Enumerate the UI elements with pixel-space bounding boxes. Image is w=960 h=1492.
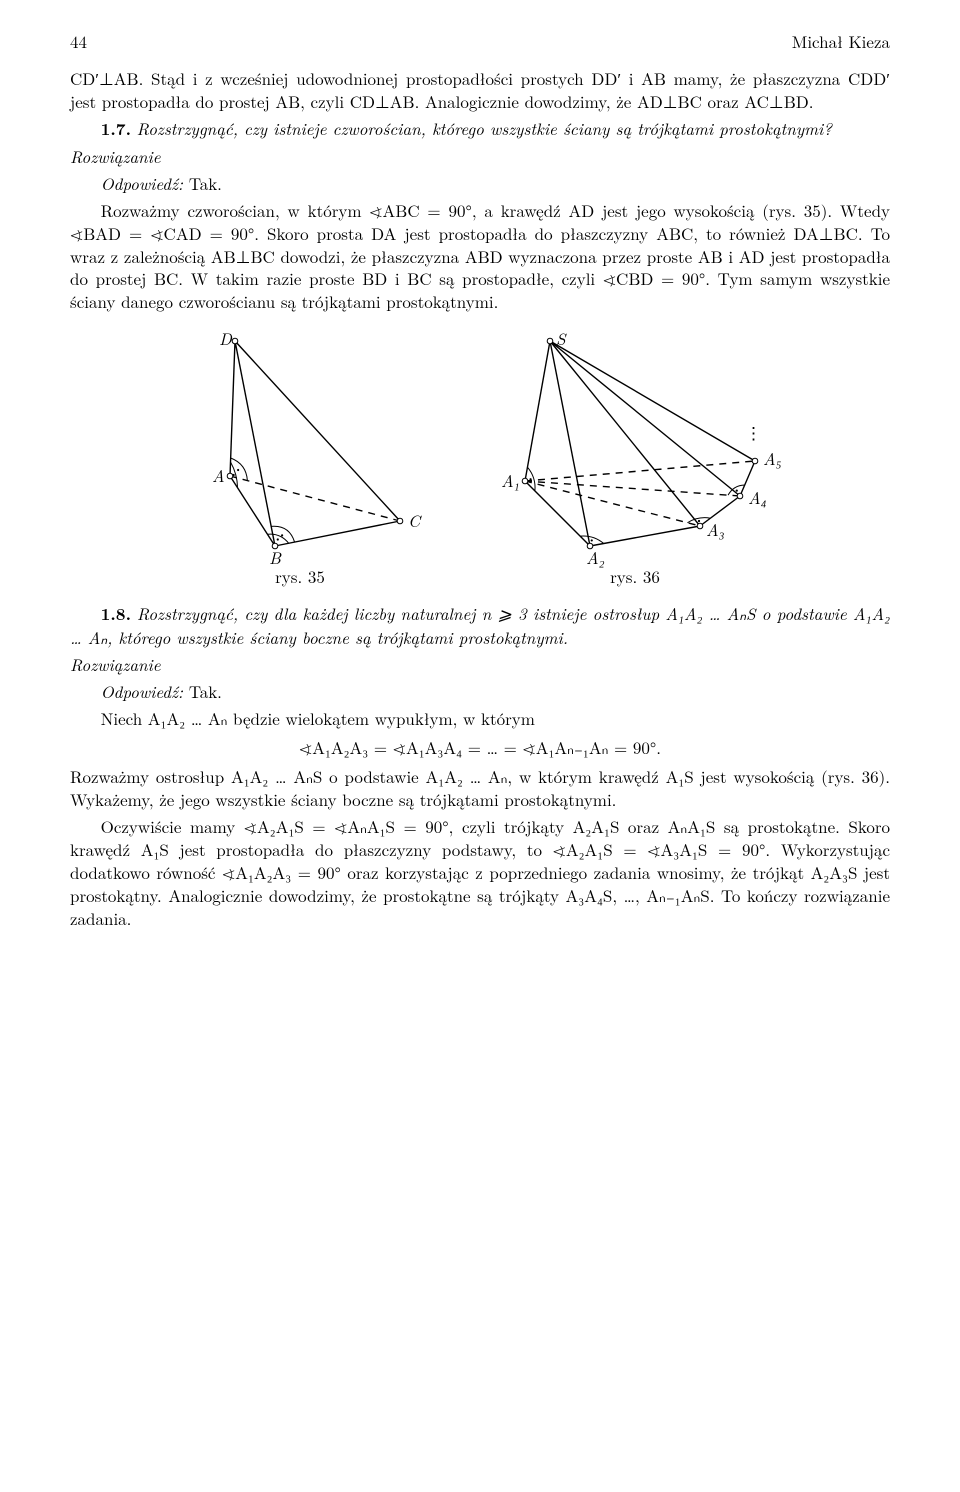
problem-18-text: Rozstrzygnąć, czy dla każdej liczby natu…	[70, 601, 890, 649]
problem-17-text: Rozstrzygnąć, czy istnieje czworościan, …	[137, 116, 832, 140]
figure-36-caption: rys. 36	[610, 565, 660, 588]
paragraph-intro: CD′⊥AB. Stąd i z wcześniej udowodnionej …	[70, 67, 890, 113]
figure-36: SA₁A₂A₃A₄A₅⋮	[485, 331, 785, 561]
answer-text-1: Tak.	[189, 171, 222, 195]
figure-35-caption: rys. 35	[275, 565, 325, 588]
svg-text:A₃: A₃	[706, 517, 725, 541]
figure-35: DABC	[175, 331, 425, 561]
svg-text:S: S	[556, 326, 567, 350]
svg-text:A₄: A₄	[748, 485, 767, 509]
page-number: 44	[70, 30, 87, 53]
svg-text:A₅: A₅	[763, 446, 782, 470]
paragraph-sol17: Rozważmy czworościan, w którym ∢ABC = 90…	[70, 199, 890, 314]
answer-text-2: Tak.	[189, 679, 222, 703]
solution-label-2: Rozwiązanie	[70, 653, 890, 676]
svg-text:C: C	[408, 508, 422, 532]
paragraph-p3: Niech A₁A₂ … Aₙ będzie wielokątem wypukł…	[70, 707, 890, 730]
answer-label-1: Odpowiedź:	[101, 171, 184, 195]
svg-text:D: D	[219, 326, 233, 350]
equation-1: ∢A₁A₂A₃ = ∢A₁A₃A₄ = … = ∢A₁Aₙ₋₁Aₙ = 90°.	[70, 736, 890, 759]
svg-text:A₁: A₁	[501, 468, 520, 492]
answer-label-2: Odpowiedź:	[101, 679, 184, 703]
svg-text:A: A	[212, 463, 225, 487]
solution-label-1: Rozwiązanie	[70, 145, 890, 168]
svg-text:A₂: A₂	[586, 545, 605, 569]
problem-18-label: 1.8.	[101, 602, 131, 626]
paragraph-p4: Rozważmy ostrosłup A₁A₂ … AₙS o podstawi…	[70, 765, 890, 811]
paragraph-p5: Oczywiście mamy ∢A₂A₁S = ∢AₙA₁S = 90°, c…	[70, 815, 890, 930]
svg-text:⋮: ⋮	[745, 420, 762, 444]
problem-17-label: 1.7.	[101, 117, 131, 141]
author-name: Michał Kieza	[792, 30, 890, 53]
